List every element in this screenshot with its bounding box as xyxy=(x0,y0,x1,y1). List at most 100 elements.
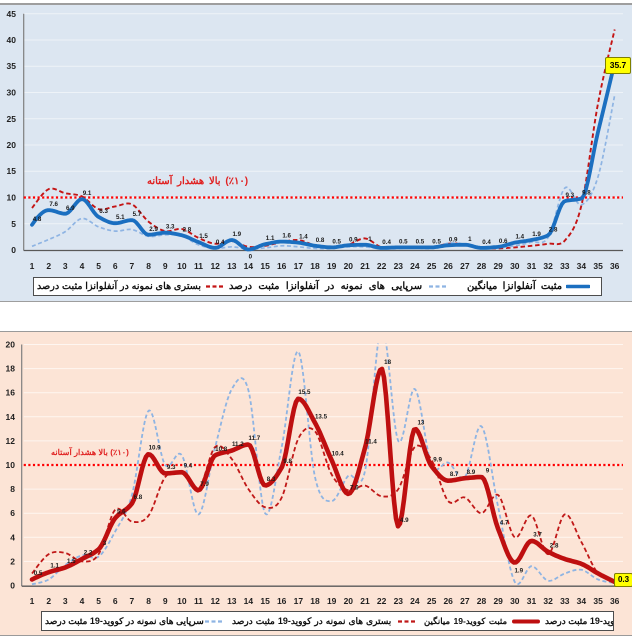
svg-text:6.8: 6.8 xyxy=(134,494,143,501)
svg-text:6: 6 xyxy=(10,508,15,518)
svg-text:6.3: 6.3 xyxy=(99,208,108,215)
svg-text:1.1: 1.1 xyxy=(266,235,275,242)
svg-text:16: 16 xyxy=(277,596,287,606)
svg-text:5.6: 5.6 xyxy=(117,509,126,516)
svg-text:10.9: 10.9 xyxy=(149,445,162,452)
svg-text:0.8: 0.8 xyxy=(316,237,325,244)
svg-text:0.5: 0.5 xyxy=(34,570,43,577)
svg-text:7.9: 7.9 xyxy=(200,481,209,488)
svg-text:13: 13 xyxy=(227,261,237,271)
svg-text:9.4: 9.4 xyxy=(184,463,193,470)
svg-text:31: 31 xyxy=(527,261,537,271)
svg-text:25: 25 xyxy=(427,261,437,271)
svg-text:6.9: 6.9 xyxy=(66,205,75,212)
svg-text:8: 8 xyxy=(146,596,151,606)
svg-text:12: 12 xyxy=(210,596,220,606)
svg-text:7: 7 xyxy=(130,261,135,271)
svg-text:22: 22 xyxy=(377,261,387,271)
svg-text:18: 18 xyxy=(384,359,391,366)
svg-text:19: 19 xyxy=(327,261,337,271)
svg-text:5: 5 xyxy=(96,596,101,606)
svg-text:29: 29 xyxy=(493,261,503,271)
svg-text:26: 26 xyxy=(443,261,453,271)
svg-text:1.9: 1.9 xyxy=(514,568,523,575)
svg-text:1: 1 xyxy=(30,261,35,271)
svg-text:0.9: 0.9 xyxy=(449,236,458,243)
svg-text:9.8: 9.8 xyxy=(283,458,292,465)
svg-text:9.8: 9.8 xyxy=(582,190,591,197)
svg-text:31: 31 xyxy=(527,596,537,606)
svg-text:16: 16 xyxy=(6,388,16,398)
svg-text:8: 8 xyxy=(10,484,15,494)
svg-text:11.7: 11.7 xyxy=(249,435,261,442)
svg-text:3.7: 3.7 xyxy=(533,531,542,538)
svg-text:11: 11 xyxy=(194,596,203,606)
svg-text:13: 13 xyxy=(227,596,237,606)
svg-text:7.6: 7.6 xyxy=(350,484,359,491)
svg-text:26: 26 xyxy=(443,596,453,606)
svg-text:2: 2 xyxy=(10,556,15,566)
svg-text:9: 9 xyxy=(163,261,168,271)
svg-text:15: 15 xyxy=(7,166,17,176)
svg-text:36: 36 xyxy=(610,596,620,606)
svg-text:0.5: 0.5 xyxy=(416,238,425,245)
svg-text:4: 4 xyxy=(80,596,85,606)
svg-text:24: 24 xyxy=(410,261,420,271)
svg-text:4: 4 xyxy=(80,261,85,271)
svg-text:40: 40 xyxy=(7,35,17,45)
svg-text:0.9: 0.9 xyxy=(349,236,358,243)
svg-text:25: 25 xyxy=(427,596,437,606)
svg-text:28: 28 xyxy=(477,596,487,606)
svg-text:18: 18 xyxy=(310,261,320,271)
svg-text:35: 35 xyxy=(593,261,603,271)
svg-text:0: 0 xyxy=(11,245,16,255)
svg-text:7.6: 7.6 xyxy=(49,201,58,208)
svg-text:9: 9 xyxy=(163,596,168,606)
svg-text:8: 8 xyxy=(146,261,151,271)
svg-text:2: 2 xyxy=(46,596,51,606)
svg-text:35: 35 xyxy=(593,596,603,606)
svg-text:0.4: 0.4 xyxy=(216,239,225,246)
svg-text:12: 12 xyxy=(6,436,16,446)
svg-text:20: 20 xyxy=(7,140,17,150)
svg-text:1: 1 xyxy=(468,236,472,243)
svg-text:14: 14 xyxy=(244,261,254,271)
svg-text:30: 30 xyxy=(7,88,17,98)
svg-text:12: 12 xyxy=(210,261,220,271)
svg-text:5.7: 5.7 xyxy=(133,211,142,218)
svg-text:33: 33 xyxy=(560,596,570,606)
svg-text:4.7: 4.7 xyxy=(500,519,509,526)
svg-text:1.5: 1.5 xyxy=(67,558,76,565)
svg-text:17: 17 xyxy=(294,261,304,271)
svg-text:22: 22 xyxy=(377,596,387,606)
svg-text:5: 5 xyxy=(96,261,101,271)
svg-text:23: 23 xyxy=(394,596,404,606)
svg-text:14: 14 xyxy=(244,596,254,606)
svg-text:9.3: 9.3 xyxy=(565,192,574,199)
svg-text:1.4: 1.4 xyxy=(299,234,308,241)
svg-text:5: 5 xyxy=(11,219,16,229)
svg-text:20: 20 xyxy=(6,340,16,350)
svg-text:23: 23 xyxy=(394,261,404,271)
svg-text:0: 0 xyxy=(249,254,253,261)
svg-text:11.2: 11.2 xyxy=(232,441,244,448)
svg-text:8.3: 8.3 xyxy=(267,476,276,483)
svg-text:25: 25 xyxy=(7,114,17,124)
svg-text:10: 10 xyxy=(7,193,17,203)
svg-text:2.9: 2.9 xyxy=(149,226,158,233)
svg-text:45: 45 xyxy=(7,9,17,19)
svg-text:11.4: 11.4 xyxy=(365,439,377,446)
svg-text:2.8: 2.8 xyxy=(549,226,558,233)
svg-text:13: 13 xyxy=(417,419,424,426)
svg-text:35: 35 xyxy=(7,61,17,71)
svg-text:10: 10 xyxy=(177,261,187,271)
svg-text:10.4: 10.4 xyxy=(332,451,345,458)
svg-text:1.5: 1.5 xyxy=(199,233,208,240)
svg-text:10: 10 xyxy=(177,596,187,606)
svg-text:6: 6 xyxy=(113,261,118,271)
svg-text:15: 15 xyxy=(260,261,270,271)
svg-text:1: 1 xyxy=(368,236,372,243)
svg-text:28: 28 xyxy=(477,261,487,271)
svg-text:5.1: 5.1 xyxy=(116,214,125,221)
svg-text:1: 1 xyxy=(30,596,35,606)
